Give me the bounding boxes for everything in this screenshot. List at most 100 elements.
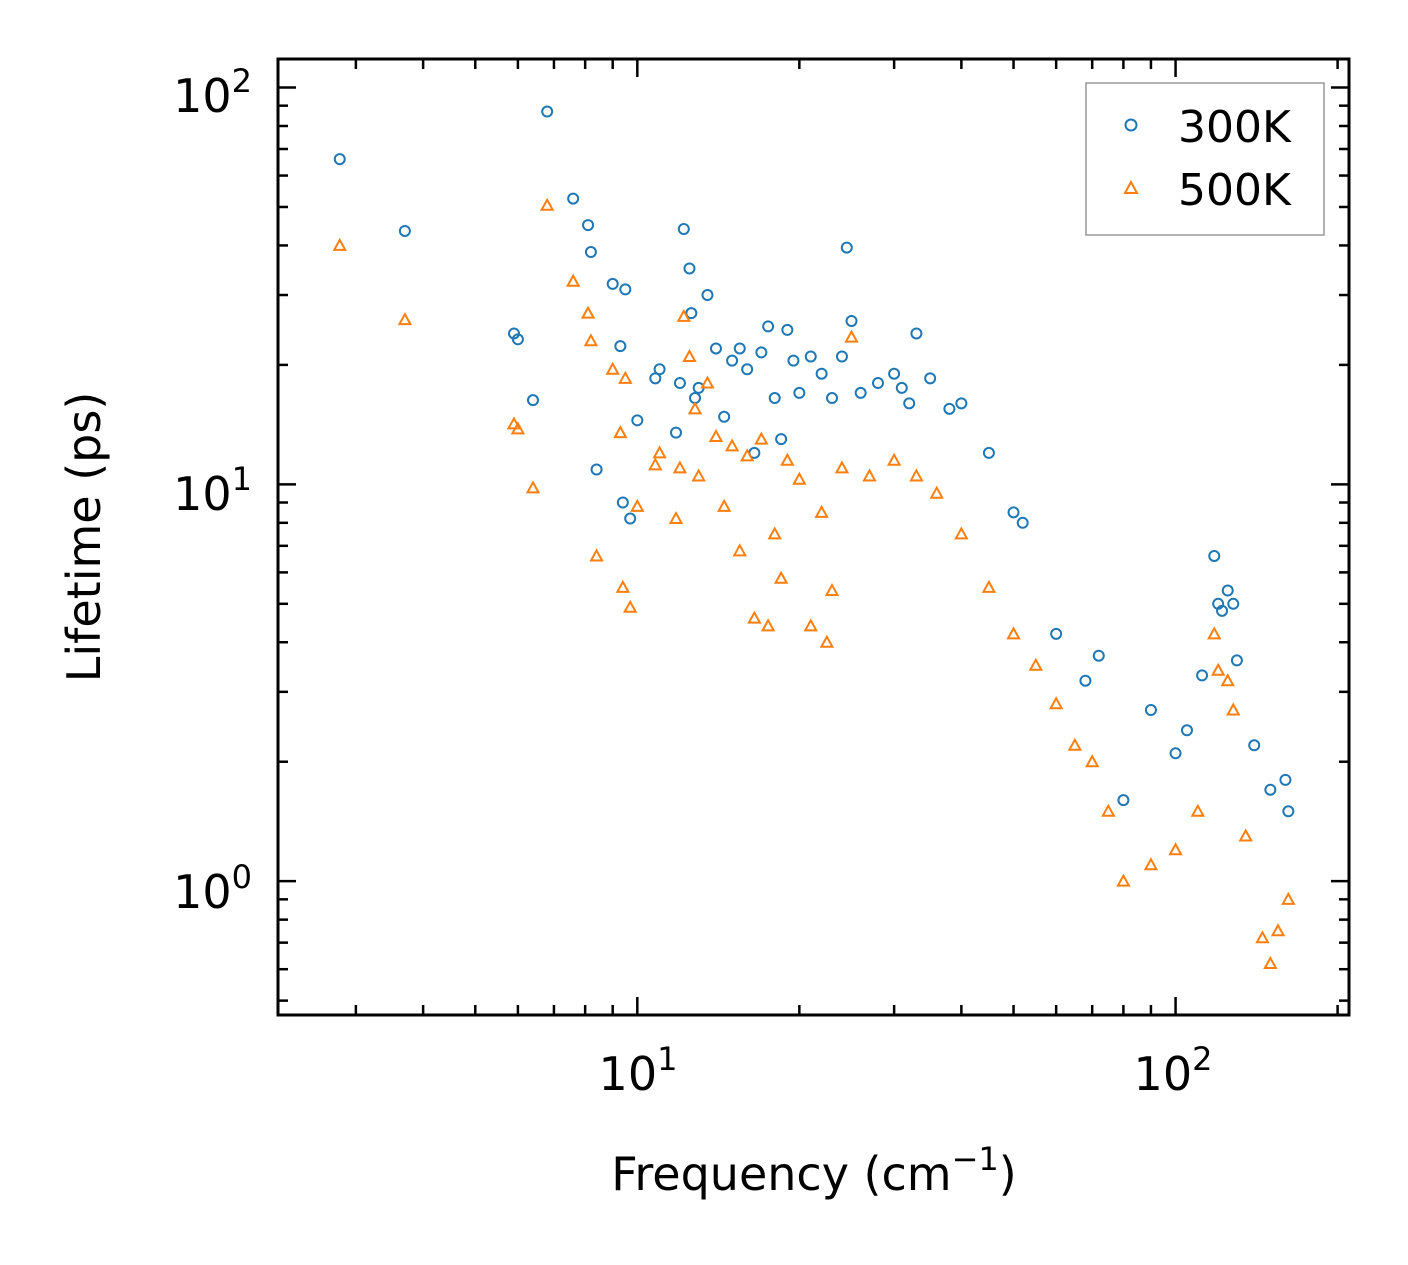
x-tick-labels: 101 102 xyxy=(599,1040,1213,1101)
legend-marker-300K xyxy=(1124,118,1138,132)
point-300K-7 xyxy=(582,219,595,232)
point-300K-17 xyxy=(653,363,666,376)
point-300K-39 xyxy=(804,350,817,363)
point-300K-43 xyxy=(840,241,853,254)
point-300K-68 xyxy=(1221,584,1234,597)
point-500K-56 xyxy=(1143,857,1159,871)
point-300K-11 xyxy=(614,340,627,353)
point-300K-73 xyxy=(1279,773,1292,786)
point-300K-65 xyxy=(1208,549,1221,562)
plot-area xyxy=(332,105,1296,970)
point-300K-57 xyxy=(1050,627,1063,640)
point-500K-14 xyxy=(623,599,638,613)
point-500K-49 xyxy=(1006,626,1021,640)
point-500K-46 xyxy=(929,485,944,499)
point-300K-67 xyxy=(1216,604,1229,617)
point-300K-37 xyxy=(787,354,800,367)
point-300K-69 xyxy=(1227,597,1240,610)
legend: 300K 500K xyxy=(1085,82,1325,236)
point-300K-42 xyxy=(835,350,848,363)
point-300K-29 xyxy=(733,342,746,355)
y-axis-label: Lifetime (ps) xyxy=(57,392,111,683)
point-500K-41 xyxy=(834,460,850,474)
point-500K-62 xyxy=(1226,702,1241,716)
point-500K-1 xyxy=(397,312,413,326)
point-300K-22 xyxy=(685,307,698,320)
point-500K-20 xyxy=(676,308,691,322)
point-300K-58 xyxy=(1079,674,1092,687)
point-500K-10 xyxy=(605,361,620,375)
point-300K-74 xyxy=(1282,805,1295,818)
point-300K-21 xyxy=(683,262,696,275)
point-500K-11 xyxy=(613,425,628,439)
point-300K-71 xyxy=(1248,739,1261,752)
point-500K-47 xyxy=(954,526,969,540)
point-500K-31 xyxy=(754,431,769,445)
point-300K-60 xyxy=(1117,794,1130,807)
point-500K-50 xyxy=(1028,657,1044,671)
point-300K-4 xyxy=(526,394,539,407)
point-300K-28 xyxy=(726,354,739,367)
point-300K-5 xyxy=(541,105,554,118)
point-300K-40 xyxy=(815,367,828,380)
point-500K-53 xyxy=(1084,754,1100,768)
point-300K-19 xyxy=(673,377,686,390)
point-500K-38 xyxy=(814,504,829,518)
point-500K-5 xyxy=(539,197,555,211)
axes-frame xyxy=(276,57,1351,1017)
point-300K-18 xyxy=(670,426,683,439)
point-500K-21 xyxy=(682,348,697,362)
point-300K-30 xyxy=(741,363,754,376)
point-500K-40 xyxy=(824,582,840,597)
point-300K-9 xyxy=(590,463,603,476)
point-500K-13 xyxy=(618,370,633,384)
point-500K-52 xyxy=(1067,737,1083,751)
point-500K-64 xyxy=(1255,930,1270,944)
point-300K-10 xyxy=(606,277,619,290)
point-500K-22 xyxy=(687,401,703,415)
legend-label-300K: 300K xyxy=(1178,102,1292,153)
point-500K-24 xyxy=(700,375,715,389)
point-500K-54 xyxy=(1101,803,1116,817)
point-500K-39 xyxy=(819,634,835,648)
point-500K-58 xyxy=(1190,803,1206,817)
point-500K-34 xyxy=(773,570,789,584)
point-500K-29 xyxy=(739,448,755,462)
point-300K-61 xyxy=(1144,703,1157,716)
point-300K-41 xyxy=(826,392,839,405)
point-300K-15 xyxy=(631,414,644,427)
point-500K-36 xyxy=(792,471,807,485)
point-300K-26 xyxy=(709,342,722,355)
point-500K-15 xyxy=(630,498,645,512)
point-300K-59 xyxy=(1092,649,1105,662)
point-300K-13 xyxy=(619,283,632,296)
point-500K-59 xyxy=(1207,626,1222,640)
point-500K-17 xyxy=(652,445,667,459)
point-300K-35 xyxy=(775,433,788,446)
point-300K-27 xyxy=(718,410,731,423)
x-tick-label-100: 102 xyxy=(1134,1040,1213,1101)
point-300K-38 xyxy=(793,386,806,399)
point-500K-61 xyxy=(1220,673,1235,687)
point-300K-3 xyxy=(511,333,524,346)
point-500K-27 xyxy=(724,438,740,452)
point-300K-70 xyxy=(1230,654,1243,667)
point-300K-50 xyxy=(910,327,923,340)
y-tick-label-10: 101 xyxy=(173,460,252,521)
point-500K-35 xyxy=(780,452,795,466)
point-500K-9 xyxy=(589,548,604,562)
point-500K-44 xyxy=(886,452,902,466)
axis-ticks xyxy=(278,59,1349,1015)
point-500K-66 xyxy=(1270,923,1286,937)
point-300K-51 xyxy=(924,372,937,385)
point-500K-26 xyxy=(716,498,732,512)
legend-marker-500K xyxy=(1123,179,1139,194)
point-300K-36 xyxy=(781,323,794,336)
point-300K-44 xyxy=(845,315,858,328)
point-300K-55 xyxy=(1007,506,1020,519)
point-500K-3 xyxy=(510,421,526,435)
point-300K-48 xyxy=(895,381,908,394)
y-tick-label-100: 102 xyxy=(173,62,252,123)
point-300K-53 xyxy=(955,397,968,410)
